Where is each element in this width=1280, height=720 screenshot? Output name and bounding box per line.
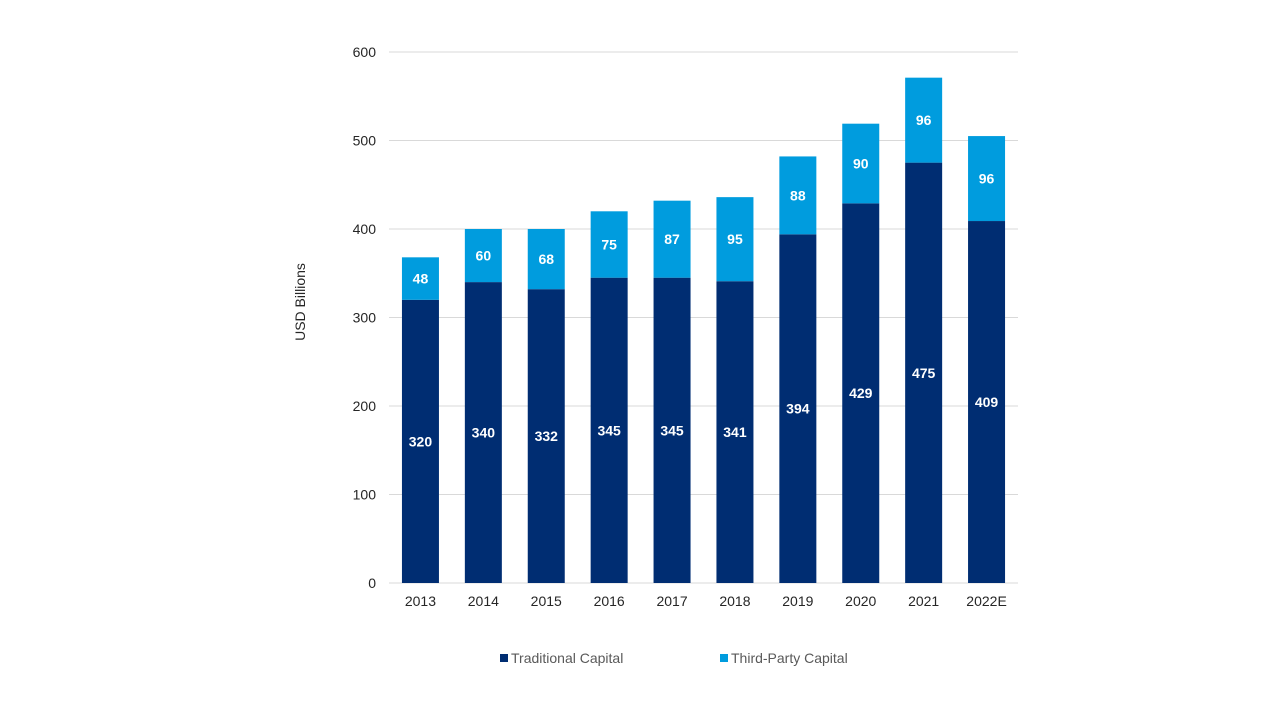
data-label: 87 <box>664 231 680 247</box>
bar-third-party-2020 <box>842 123 880 204</box>
data-label: 88 <box>790 187 806 203</box>
y-tick-label: 0 <box>368 575 376 591</box>
x-tick-label: 2015 <box>531 593 562 609</box>
legend-swatch <box>720 654 728 662</box>
data-label: 320 <box>409 433 433 449</box>
x-tick-label: 2021 <box>908 593 939 609</box>
data-label: 90 <box>853 156 869 172</box>
data-label: 75 <box>601 236 617 252</box>
bar-traditional-2016 <box>590 277 628 583</box>
bar-traditional-2019 <box>779 234 817 583</box>
bar-third-party-2014 <box>464 229 502 283</box>
data-label: 95 <box>727 231 743 247</box>
bar-traditional-2013 <box>401 299 439 583</box>
data-label: 341 <box>723 424 747 440</box>
data-label: 340 <box>472 425 496 441</box>
y-tick-label: 600 <box>353 44 377 60</box>
x-tick-label: 2020 <box>845 593 876 609</box>
bar-traditional-2015 <box>527 289 565 583</box>
bar-traditional-2022E <box>968 221 1006 583</box>
x-tick-label: 2013 <box>405 593 436 609</box>
x-axis-ticks: 2013 2014 2015 2016 2017 2018 2019 2020 2021 2022… <box>405 593 1007 609</box>
y-tick-label: 100 <box>353 487 377 503</box>
bar-third-party-2017 <box>653 200 691 278</box>
y-axis-ticks: 0 100 200 300 400 500 600 <box>353 44 377 591</box>
x-tick-label: 2016 <box>594 593 625 609</box>
data-label: 429 <box>849 385 873 401</box>
y-tick-label: 200 <box>353 398 377 414</box>
bar-third-party-2013 <box>401 257 439 300</box>
bar-third-party-2015 <box>527 229 565 290</box>
bar-third-party-2019 <box>779 156 817 235</box>
bar-traditional-2020 <box>842 203 880 583</box>
y-tick-label: 300 <box>353 310 377 326</box>
x-tick-label: 2018 <box>719 593 750 609</box>
data-label: 96 <box>979 171 995 187</box>
data-label: 394 <box>786 401 810 417</box>
bar-traditional-2021 <box>905 162 943 583</box>
bar-traditional-2017 <box>653 277 691 583</box>
data-label: 409 <box>975 394 999 410</box>
data-label: 345 <box>660 422 684 438</box>
data-label: 345 <box>597 422 621 438</box>
bars: 320 48 340 60 332 68 345 75 345 87 341 95 394 88 429 90… <box>401 77 1006 583</box>
data-label: 48 <box>413 271 429 287</box>
bar-third-party-2022E <box>968 136 1006 222</box>
bar-third-party-2021 <box>905 77 943 163</box>
bar-traditional-2018 <box>716 281 754 583</box>
data-label: 332 <box>535 428 559 444</box>
legend-label: Third-Party Capital <box>731 650 848 666</box>
bar-traditional-2014 <box>464 282 502 583</box>
data-label: 68 <box>538 251 554 267</box>
data-label: 96 <box>916 112 932 128</box>
x-tick-label: 2014 <box>468 593 499 609</box>
x-tick-label: 2022E <box>966 593 1006 609</box>
data-label: 475 <box>912 365 936 381</box>
y-axis-title: USD Billions <box>292 263 308 341</box>
y-tick-label: 400 <box>353 221 377 237</box>
legend: Traditional Capital Third-Party Capital <box>500 650 848 666</box>
bar-third-party-2016 <box>590 211 628 278</box>
x-tick-label: 2017 <box>656 593 687 609</box>
data-label: 60 <box>476 248 492 264</box>
bar-third-party-2018 <box>716 197 754 282</box>
legend-swatch <box>500 654 508 662</box>
x-tick-label: 2019 <box>782 593 813 609</box>
legend-label: Traditional Capital <box>511 650 623 666</box>
y-tick-label: 500 <box>353 133 377 149</box>
